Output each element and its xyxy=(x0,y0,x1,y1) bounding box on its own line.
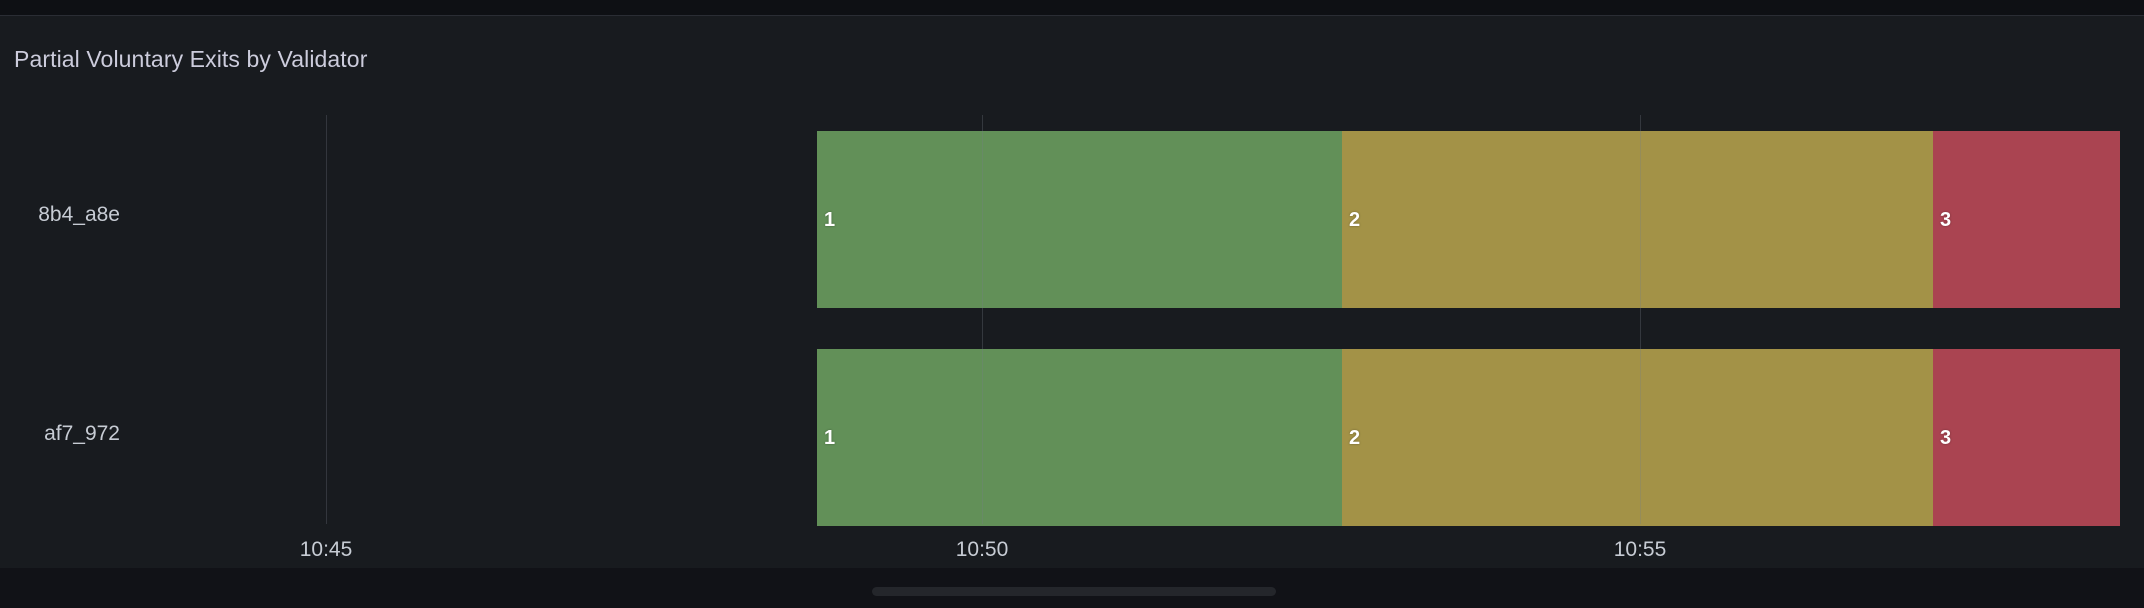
row-label-0: 8b4_a8e xyxy=(38,203,120,226)
scrollbar-thumb[interactable] xyxy=(872,587,1276,596)
gridline-1050 xyxy=(982,115,983,524)
x-axis-tick-label: 10:55 xyxy=(1613,538,1667,561)
bar-track-0: 1 2 3 xyxy=(0,131,2144,308)
bar-segment-label: 3 xyxy=(1940,208,1952,231)
bar-track-1: 1 2 3 xyxy=(0,349,2144,526)
row-label-1: af7_972 xyxy=(44,422,120,445)
bar-segment[interactable]: 3 xyxy=(1933,349,2120,526)
bar-segment[interactable]: 3 xyxy=(1933,131,2120,308)
chart-panel: Partial Voluntary Exits by Validator 8b4… xyxy=(0,16,2144,568)
horizontal-scrollbar[interactable] xyxy=(0,569,2144,608)
bar-segment-label: 1 xyxy=(824,208,836,231)
bar-segment[interactable]: 1 xyxy=(817,131,1342,308)
panel-top-divider xyxy=(0,15,2144,16)
window-top-strip xyxy=(0,0,2144,15)
bar-segment-label: 2 xyxy=(1349,208,1361,231)
plot-area: 8b4_a8e 1 2 3 af7_972 xyxy=(0,16,2144,568)
bar-segment-label: 2 xyxy=(1349,426,1361,449)
x-axis: 10:45 10:50 10:55 xyxy=(0,524,2144,568)
gridline-1045 xyxy=(326,115,327,524)
bar-segment-label: 3 xyxy=(1940,426,1952,449)
gridline-1055 xyxy=(1640,115,1641,524)
x-axis-tick-label: 10:50 xyxy=(955,538,1009,561)
bar-segment[interactable]: 1 xyxy=(817,349,1342,526)
bar-segment[interactable]: 2 xyxy=(1342,131,1933,308)
bar-segment[interactable]: 2 xyxy=(1342,349,1933,526)
bar-segment-label: 1 xyxy=(824,426,836,449)
x-axis-tick-label: 10:45 xyxy=(299,538,353,561)
panel-title: Partial Voluntary Exits by Validator xyxy=(14,46,368,72)
